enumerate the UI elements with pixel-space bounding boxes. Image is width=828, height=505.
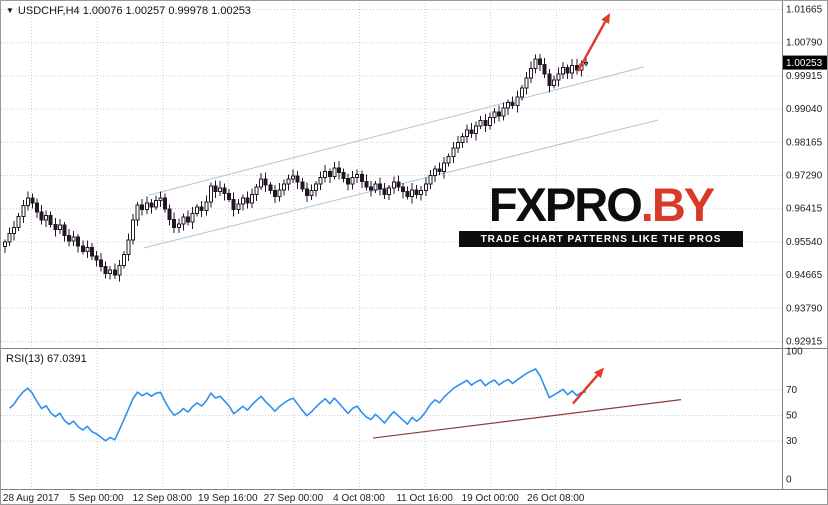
price-axis-label: 0.94665	[786, 270, 823, 281]
price-axis-label: 1.01665	[786, 5, 823, 16]
time-axis-label: 4 Oct 08:00	[333, 493, 385, 504]
time-axis-label: 12 Sep 08:00	[132, 493, 192, 504]
rsi-axis-label: 50	[786, 411, 798, 422]
current-price-label: 1.00253	[786, 58, 823, 69]
time-axis: 28 Aug 2017 5 Sep 00:00 12 Sep 08:00 19 Sep…	[3, 493, 585, 504]
price-axis-label: 0.95540	[786, 237, 823, 248]
watermark-tld: .BY	[640, 178, 715, 231]
price-axis-label: 0.98165	[786, 137, 823, 148]
candlestick-series	[3, 53, 588, 282]
gridlines	[1, 3, 782, 489]
price-axis-label: 0.93790	[786, 303, 823, 314]
symbol-info: ▼ USDCHF,H4 1.00076 1.00257 0.99978 1.00…	[6, 5, 251, 17]
watermark-logo: FXPRO.BY	[459, 181, 743, 228]
price-axis-label: 0.99915	[786, 71, 823, 82]
rsi-up-arrow	[572, 367, 604, 405]
time-axis-label: 27 Sep 00:00	[264, 493, 324, 504]
price-axis-label: 0.97290	[786, 171, 823, 182]
watermark: FXPRO.BY TRADE CHART PATTERNS LIKE THE P…	[459, 181, 743, 247]
time-axis-label: 28 Aug 2017	[3, 493, 60, 504]
price-axis-label: 0.99040	[786, 104, 823, 115]
price-axis-label: 0.96415	[786, 204, 823, 215]
price-axis: 1.01665 1.00790 0.99915 0.99040 0.98165 0.972…	[786, 5, 823, 348]
time-axis-label: 19 Sep 16:00	[198, 493, 258, 504]
rsi-trendline	[372, 399, 682, 439]
time-axis-label: 26 Oct 08:00	[527, 493, 585, 504]
price-axis-label: 1.00790	[786, 38, 823, 49]
rsi-axis-label: 100	[786, 347, 803, 358]
rsi-line	[9, 368, 587, 442]
rsi-axis-label: 0	[786, 475, 792, 486]
time-axis-label: 11 Oct 16:00	[396, 493, 453, 504]
rsi-axis: 100 70 50 30 0	[786, 347, 803, 486]
time-axis-label: 19 Oct 00:00	[462, 493, 520, 504]
rsi-axis-label: 70	[786, 385, 798, 396]
price-axis-label: 0.92915	[786, 337, 823, 348]
rsi-axis-label: 30	[786, 436, 798, 447]
watermark-tagline: TRADE CHART PATTERNS LIKE THE PROS	[459, 231, 743, 247]
watermark-brand: FXPRO	[488, 178, 643, 231]
price-up-arrow	[576, 12, 610, 72]
time-axis-label: 5 Sep 00:00	[70, 493, 124, 504]
trend-channel	[143, 66, 659, 249]
symbol-marker-icon: ▼	[6, 6, 14, 15]
symbol-ohlc-text: USDCHF,H4 1.00076 1.00257 0.99978 1.0025…	[17, 5, 251, 17]
current-price-tag: 1.00253	[783, 55, 827, 70]
rsi-indicator-label: RSI(13) 67.0391	[6, 353, 87, 365]
